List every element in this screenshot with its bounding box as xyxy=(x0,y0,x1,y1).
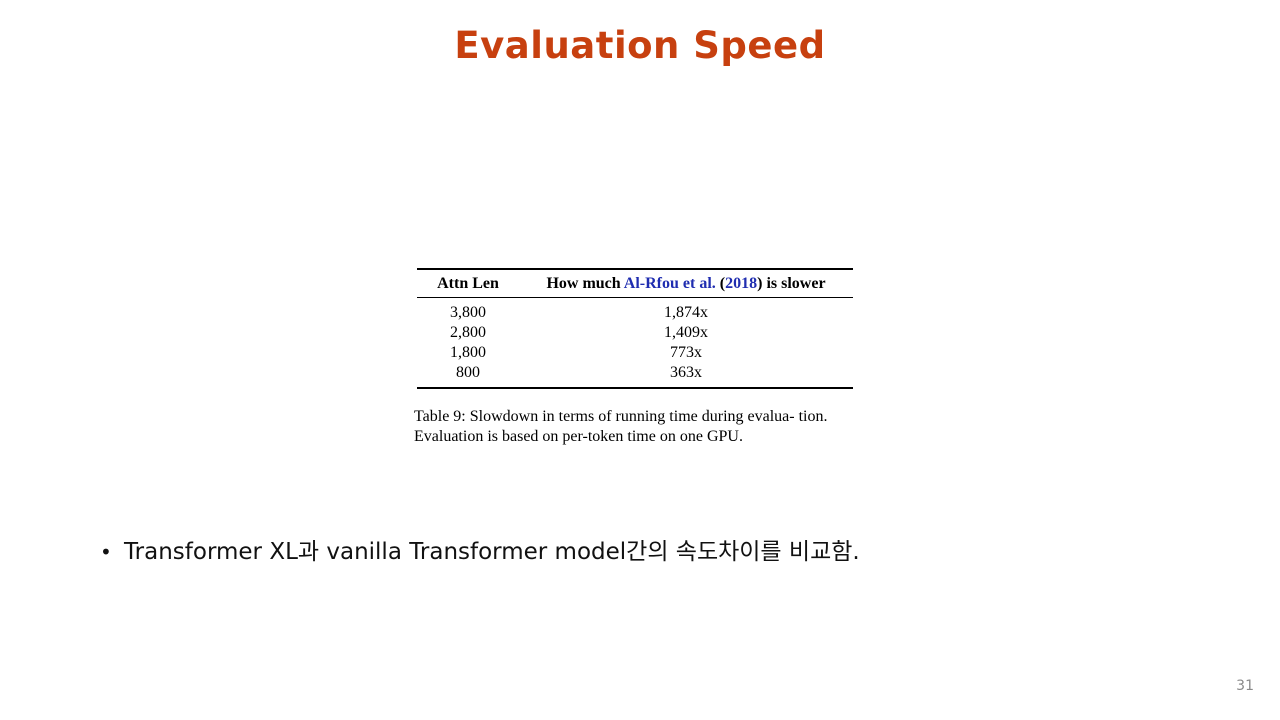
cell-slowdown: 1,409x xyxy=(664,324,708,341)
cell-attn-len: 2,800 xyxy=(450,324,486,341)
bullet-dot-icon: • xyxy=(100,540,112,564)
header-slowdown-prefix: How much xyxy=(546,275,624,292)
cell-attn-len: 3,800 xyxy=(450,304,486,321)
citation-close-paren: ) xyxy=(757,275,763,292)
cell-attn-len: 1,800 xyxy=(450,344,486,361)
cell-slowdown: 1,874x xyxy=(664,304,708,321)
bullet-item: • Transformer XL과 vanilla Transformer mo… xyxy=(100,532,860,566)
header-slowdown: How much Al-Rfou et al. (2018) is slower xyxy=(519,268,853,298)
slide-title: Evaluation Speed xyxy=(454,24,826,67)
table-row: 1,800 773x xyxy=(417,343,853,363)
cell-slowdown: 363x xyxy=(519,363,853,389)
table-row: 3,800 1,874x xyxy=(417,298,853,324)
header-attn-len: Attn Len xyxy=(417,268,519,298)
bullet-text: Transformer XL과 vanilla Transformer mode… xyxy=(124,539,860,565)
table-row: 2,800 1,409x xyxy=(417,323,853,343)
citation-open-paren: ( xyxy=(715,275,726,292)
page-number: 31 xyxy=(1236,678,1254,694)
results-table: Attn Len How much Al-Rfou et al. (2018) … xyxy=(417,268,853,389)
table-row: 800 363x xyxy=(417,363,853,389)
table-header-row: Attn Len How much Al-Rfou et al. (2018) … xyxy=(417,268,853,298)
table-figure: Attn Len How much Al-Rfou et al. (2018) … xyxy=(414,268,858,447)
cell-attn-len: 800 xyxy=(417,363,519,389)
header-slowdown-suffix: is slower xyxy=(762,275,826,292)
table-caption: Table 9: Slowdown in terms of running ti… xyxy=(414,408,828,445)
cell-slowdown: 773x xyxy=(670,344,702,361)
citation-author-link[interactable]: Al-Rfou et al. xyxy=(623,275,716,292)
citation-year-link[interactable]: 2018 xyxy=(725,275,758,292)
